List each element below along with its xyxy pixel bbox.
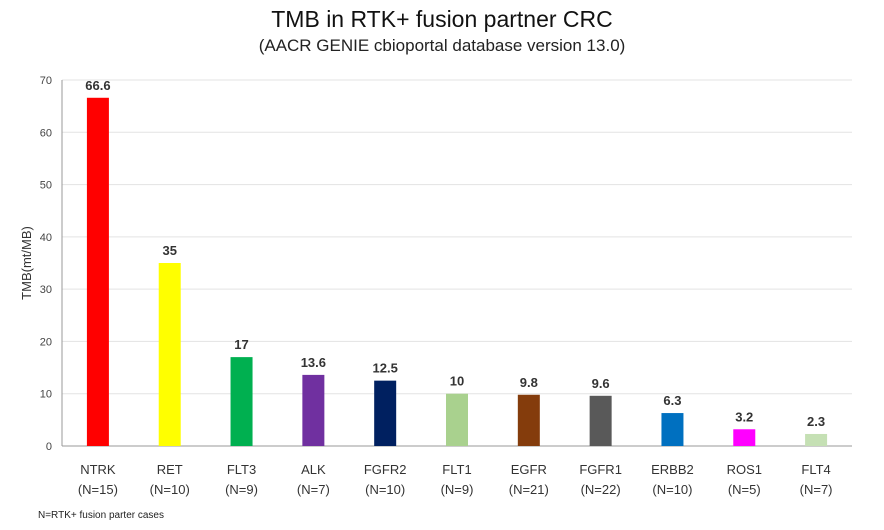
x-tick-sublabel: (N=9): [441, 482, 474, 497]
x-tick-sublabel: (N=9): [225, 482, 258, 497]
x-tick-label: RET: [157, 462, 183, 477]
bar-flt3: [230, 357, 253, 446]
chart-title: TMB in RTK+ fusion partner CRC: [271, 6, 613, 32]
data-labels: 66.6 35 17 13.6 12.5 10 9.8 9.6 6.3 3.2 2.3: [85, 78, 825, 429]
x-tick-label: FLT3: [227, 462, 256, 477]
x-tick-sublabel: (N=10): [365, 482, 405, 497]
data-label: 6.3: [663, 393, 681, 408]
bar-fgfr1: [589, 395, 612, 446]
data-label: 3.2: [735, 409, 753, 424]
x-tick-label: ROS1: [727, 462, 762, 477]
data-label: 35: [162, 243, 176, 258]
bar-egfr: [517, 394, 540, 446]
footnote: N=RTK+ fusion parter cases: [38, 510, 164, 521]
data-label: 9.6: [592, 376, 610, 391]
y-tick-label: 50: [40, 180, 52, 192]
x-axis-labels: NTRK (N=15) RET (N=10) FLT3 (N=9) ALK (N=7) FGFR…: [78, 462, 833, 497]
bars: [86, 97, 828, 446]
y-tick-label: 60: [40, 127, 52, 139]
y-tick-label: 70: [40, 75, 52, 87]
bar-erbb2: [661, 413, 684, 446]
x-tick-label: FGFR1: [579, 462, 622, 477]
data-label: 12.5: [373, 361, 398, 376]
bar-fgfr2: [374, 380, 397, 446]
data-label: 17: [234, 337, 248, 352]
x-tick-sublabel: (N=7): [800, 482, 833, 497]
x-tick-sublabel: (N=21): [509, 482, 549, 497]
bar-ros1: [733, 429, 756, 446]
x-tick-sublabel: (N=5): [728, 482, 761, 497]
y-tick-label: 20: [40, 336, 52, 348]
x-tick-sublabel: (N=7): [297, 482, 330, 497]
x-tick-label: FLT1: [442, 462, 471, 477]
y-axis-ticks: 0 10 20 30 40 50 60 70: [40, 75, 52, 453]
data-label: 66.6: [85, 78, 110, 93]
bar-flt4: [805, 433, 828, 446]
x-tick-label: ERBB2: [651, 462, 694, 477]
data-label: 13.6: [301, 355, 326, 370]
bar-ntrk: [86, 97, 109, 446]
y-tick-label: 0: [46, 441, 52, 453]
y-tick-label: 40: [40, 232, 52, 244]
y-tick-label: 30: [40, 284, 52, 296]
y-tick-label: 10: [40, 389, 52, 401]
x-tick-label: FLT4: [801, 462, 830, 477]
data-label: 10: [450, 374, 464, 389]
x-tick-label: EGFR: [511, 462, 547, 477]
chart-subtitle: (AACR GENIE cbioportal database version …: [258, 36, 626, 55]
x-tick-sublabel: (N=22): [581, 482, 621, 497]
x-tick-sublabel: (N=10): [652, 482, 692, 497]
data-label: 9.8: [520, 375, 538, 390]
y-axis-label: TMB(mt/MB): [19, 226, 34, 300]
data-label: 2.3: [807, 414, 825, 429]
x-tick-sublabel: (N=15): [78, 482, 118, 497]
bar-flt1: [446, 393, 468, 446]
x-tick-sublabel: (N=10): [150, 482, 190, 497]
bar-ret: [158, 263, 181, 446]
x-tick-label: ALK: [301, 462, 326, 477]
x-tick-label: NTRK: [80, 462, 116, 477]
x-tick-label: FGFR2: [364, 462, 407, 477]
bar-alk: [302, 374, 325, 446]
